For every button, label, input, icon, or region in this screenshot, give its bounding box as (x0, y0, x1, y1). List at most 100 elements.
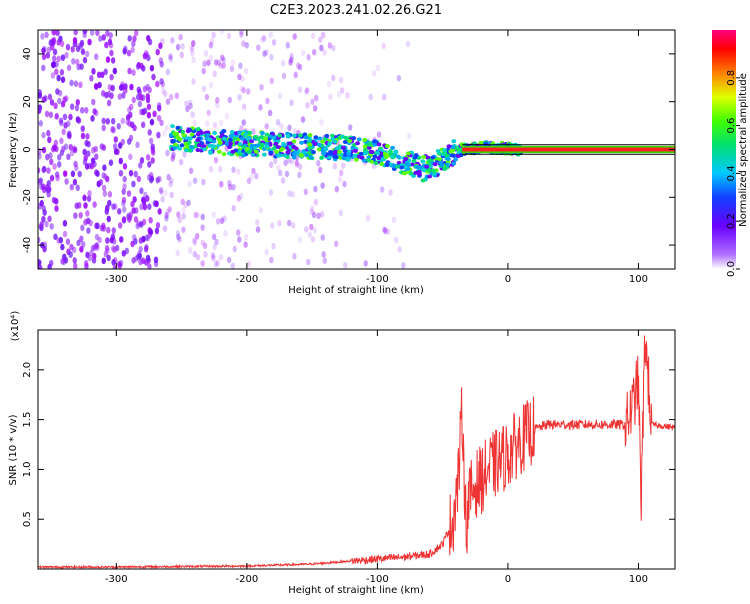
heatmap-ridge-cell (288, 141, 293, 146)
heatmap-cell (54, 68, 59, 76)
heatmap-ridge-cell (221, 129, 227, 134)
heatmap-cell (50, 145, 56, 153)
heatmap-cell (106, 215, 111, 223)
heatmap-cell (63, 122, 68, 129)
heatmap-cell (52, 55, 57, 62)
heatmap-ridge-cell (280, 141, 286, 146)
heatmap-x-label: Height of straight line (km) (288, 285, 424, 296)
heatmap-cell (155, 80, 160, 88)
heatmap-cell (109, 73, 114, 81)
heatmap-cell (75, 98, 80, 106)
heatmap-cell (146, 54, 151, 62)
heatmap-cell (95, 222, 100, 230)
heatmap-ridge-cell (298, 153, 304, 158)
heatmap-cell (113, 148, 119, 155)
heatmap-cell (152, 110, 157, 118)
heatmap-cell (297, 163, 303, 171)
heatmap-cell (192, 237, 197, 244)
heatmap-cell (73, 212, 78, 220)
heatmap-cell (44, 31, 49, 39)
heatmap-cell (53, 102, 58, 110)
heatmap-cell (212, 243, 217, 251)
heatmap-cell (99, 143, 105, 150)
heatmap-cell (259, 83, 264, 91)
heatmap-cell (83, 202, 88, 209)
heatmap-cell (86, 150, 91, 157)
heatmap-ridge-cell (317, 136, 323, 141)
heatmap-cell (214, 238, 219, 246)
heatmap-cell (156, 102, 162, 109)
heatmap-ridge-cell (451, 139, 457, 144)
heatmap-cell (38, 178, 43, 186)
heatmap-cell (241, 87, 246, 94)
heatmap-cell (89, 74, 94, 82)
heatmap-cell (131, 256, 136, 264)
heatmap-cell (292, 253, 297, 260)
heatmap-cell (82, 194, 87, 202)
heatmap-cell (94, 233, 100, 241)
heatmap-cell (246, 177, 252, 185)
heatmap-cell (170, 37, 175, 44)
heatmap-cell (92, 201, 97, 208)
heatmap-ridge-cell (363, 151, 368, 156)
heatmap-ridge-cell (189, 145, 194, 150)
heatmap-ridge-cell (282, 153, 288, 158)
heatmap-cell (294, 154, 300, 161)
heatmap-cell (78, 81, 83, 89)
heatmap-ridge-cell (196, 143, 202, 148)
heatmap-cell (120, 138, 125, 146)
heatmap-cell (213, 156, 219, 164)
heatmap-cell (61, 128, 66, 136)
heatmap-cell (160, 38, 165, 45)
heatmap-cell (106, 254, 111, 262)
heatmap-cell (401, 262, 406, 269)
heatmap-cell (168, 93, 174, 101)
heatmap-cell (363, 260, 368, 267)
heatmap-cell (98, 35, 103, 42)
heatmap-cell (292, 128, 297, 135)
heatmap-cell (66, 153, 71, 161)
heatmap-cell (249, 174, 254, 181)
heatmap-cell (62, 96, 67, 103)
heatmap-ridge-cell (202, 147, 207, 152)
heatmap-cell (112, 67, 118, 75)
heatmap-cell (85, 210, 90, 217)
heatmap-cell (191, 78, 196, 85)
heatmap-cell (59, 40, 65, 48)
heatmap-cell (83, 259, 89, 267)
heatmap-cell (102, 164, 107, 171)
heatmap-ridge-cell (230, 149, 236, 154)
heatmap-cell (322, 49, 327, 56)
heatmap-cell (297, 236, 303, 244)
heatmap-ridge-cell (274, 149, 280, 154)
heatmap-cell (89, 30, 95, 36)
heatmap-cell (304, 87, 310, 94)
heatmap-ridge-cell (292, 133, 297, 138)
heatmap-cell (229, 65, 235, 73)
heatmap-cell (131, 96, 136, 104)
heatmap-cell (190, 111, 195, 118)
heatmap-cell (95, 244, 100, 251)
heatmap-cell (306, 54, 311, 61)
heatmap-cell (191, 40, 196, 48)
snr-series-line (38, 335, 675, 569)
heatmap-cell (289, 56, 294, 64)
heatmap-cell (162, 130, 167, 137)
heatmap-cell (54, 145, 59, 153)
heatmap-ridge-cell (435, 149, 441, 154)
heatmap-ridge-cell (226, 144, 232, 149)
heatmap-cell (103, 68, 108, 76)
heatmap-cell (219, 180, 224, 188)
heatmap-cell (183, 201, 188, 208)
heatmap-cell (334, 185, 340, 193)
heatmap-cell (56, 55, 61, 63)
heatmap-cell (82, 31, 87, 39)
heatmap-cell (154, 227, 160, 235)
heatmap-ridge-cell (259, 142, 265, 147)
heatmap-cell (322, 257, 328, 265)
heatmap-cell (91, 98, 96, 106)
heatmap-ridge-cell (431, 168, 437, 173)
heatmap-cell (95, 30, 100, 37)
heatmap-ridge-cell (195, 127, 201, 132)
heatmap-cell (376, 131, 382, 138)
